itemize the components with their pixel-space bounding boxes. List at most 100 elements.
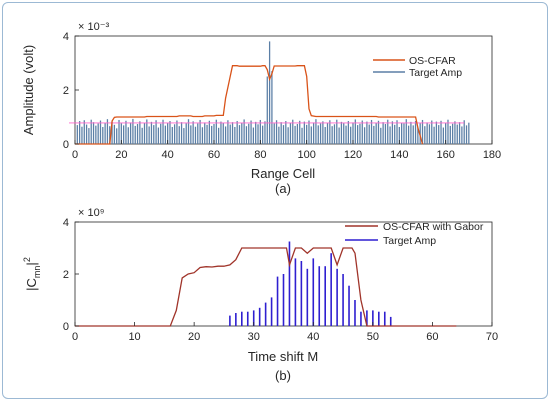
panel-a-target-bar xyxy=(148,126,150,144)
panel-a-x-tick-label: 140 xyxy=(390,149,408,161)
panel-a-target-bar xyxy=(350,126,352,144)
panel-a-target-bar xyxy=(139,121,141,144)
panel-a-x-tick-label: 180 xyxy=(483,149,501,161)
panel-a-target-bar xyxy=(245,126,248,144)
panel-a-target-bar xyxy=(136,124,139,144)
panel-a-target-bar xyxy=(445,122,447,144)
panel-b-legend-target: Target Amp xyxy=(383,235,436,247)
panel-a-target-bar xyxy=(431,120,433,144)
panel-a-target-bar xyxy=(83,120,85,144)
panel-a-target-bar xyxy=(132,118,134,144)
panel-b-y-exponent: × 10⁹ xyxy=(78,207,104,219)
panel-a-target-bar xyxy=(382,122,384,144)
panel-a-y-tick-label: 2 xyxy=(63,85,69,97)
panel-a-target-bar xyxy=(257,124,259,144)
panel-a-target-bar xyxy=(301,127,303,144)
panel-a-target-bar xyxy=(173,124,176,144)
panel-a-y-exponent: × 10⁻³ xyxy=(78,21,110,33)
panel-b-threshold-line xyxy=(75,247,457,327)
panel-a-target-bar xyxy=(220,121,222,144)
panel-a-target-bar xyxy=(141,127,143,144)
panel-a-target-bar xyxy=(155,120,157,144)
panel-b-y-tick-label: 0 xyxy=(63,321,69,333)
panel-a-lines xyxy=(75,65,424,145)
panel-a-target-bar xyxy=(231,122,234,144)
panel-a-target-bar xyxy=(440,120,442,144)
panel-b-y-label-main: |C xyxy=(24,278,39,291)
panel-a-target-bar xyxy=(356,125,359,144)
panel-a-target-bar xyxy=(222,122,224,144)
panel-a-target-bar xyxy=(412,125,414,144)
panel-a-target-bar xyxy=(190,125,192,144)
panel-b-x-label: Time shift M xyxy=(248,349,318,364)
panel-a-target-bar xyxy=(197,123,199,144)
panel-a-target-bar xyxy=(380,127,382,144)
panel-a-target-bar xyxy=(312,122,315,144)
panel-a-target-bar xyxy=(120,123,122,144)
panel-a-target-bar xyxy=(454,121,456,144)
panel-a-target-bar xyxy=(255,121,257,144)
panel-b-x-tick-label: 60 xyxy=(426,331,438,343)
panel-b-y-tick-label: 4 xyxy=(63,217,69,229)
panel-a-target-bar xyxy=(296,124,299,144)
panel-a-y-label: Amplitude (volt) xyxy=(21,45,36,135)
panel-a-target-bar xyxy=(401,122,403,144)
panel-a-target-bar xyxy=(366,121,368,144)
panel-a-target-bar xyxy=(106,119,109,144)
panel-a-target-bar xyxy=(407,125,410,144)
panel-a-target-bar xyxy=(433,126,435,144)
panel-a-target-bar xyxy=(333,124,336,144)
panel-a-target-bar xyxy=(370,119,373,144)
panel-a-target-bar xyxy=(153,125,155,144)
panel-a-target-bar xyxy=(442,127,444,144)
panel-a-target-bar xyxy=(449,125,451,144)
panel-a-target-bar xyxy=(217,127,220,144)
panel-a-target-bar xyxy=(215,119,217,144)
panel-a-target-bar xyxy=(187,119,190,144)
panel-a-target-bar xyxy=(426,122,428,144)
panel-a-target-bar xyxy=(199,119,201,144)
panel-a-target-bar xyxy=(310,126,312,144)
panel-a-target-bar xyxy=(428,124,431,144)
panel-a-target-bar xyxy=(282,125,285,144)
panel-a-target-bar xyxy=(275,120,278,144)
panel-a-target-bar xyxy=(338,127,340,144)
panel-a-target-bar xyxy=(389,126,391,144)
panel-b-lines xyxy=(75,247,457,327)
panel-a-caption: (a) xyxy=(275,181,291,196)
panel-a-target-bar xyxy=(294,125,296,144)
panel-a-target-bar xyxy=(123,125,125,144)
panel-a-target-bar xyxy=(238,125,241,144)
panel-a-x-tick-label: 100 xyxy=(297,149,315,161)
panel-a-target-bar xyxy=(78,121,81,144)
panel-a-target-bar xyxy=(99,120,102,144)
panel-a-target-bar xyxy=(157,127,160,144)
panel-a-target-bar xyxy=(331,126,333,144)
panel-a-target-bar xyxy=(176,120,178,144)
panel-a-x-tick-label: 20 xyxy=(115,149,127,161)
panel-a-target-bar xyxy=(160,123,162,144)
panel-a-target-bar xyxy=(278,126,280,144)
panel-a-target-bar xyxy=(243,119,245,144)
panel-a-target-bar xyxy=(354,119,356,144)
panel-a-target-bar xyxy=(266,76,268,144)
panel-a-target-bar xyxy=(317,125,319,144)
panel-a-target-bar xyxy=(129,122,132,144)
panel-a-target-bar xyxy=(125,120,127,144)
panel-b-x-tick-label: 10 xyxy=(128,331,140,343)
panel-a-target-bar xyxy=(461,126,463,144)
panel-a-target-bar xyxy=(438,125,440,144)
panel-a-target-bar xyxy=(234,126,236,144)
panel-b-x-tick-label: 50 xyxy=(367,331,379,343)
panel-a-target-bar xyxy=(315,119,317,144)
panel-a-target-bar xyxy=(116,128,118,144)
panel-a-target-bar xyxy=(248,123,250,144)
panel-a-target-bar xyxy=(398,126,400,144)
panel-a-target-bar xyxy=(229,124,231,144)
panel-a-target-bar xyxy=(169,121,171,144)
panel-a-target-bar xyxy=(194,126,197,144)
panel-a-target-bar xyxy=(414,121,417,144)
panel-a-target-bar xyxy=(280,122,282,144)
panel-a-target-bar xyxy=(410,121,412,144)
panel-a-target-bar xyxy=(373,125,375,144)
